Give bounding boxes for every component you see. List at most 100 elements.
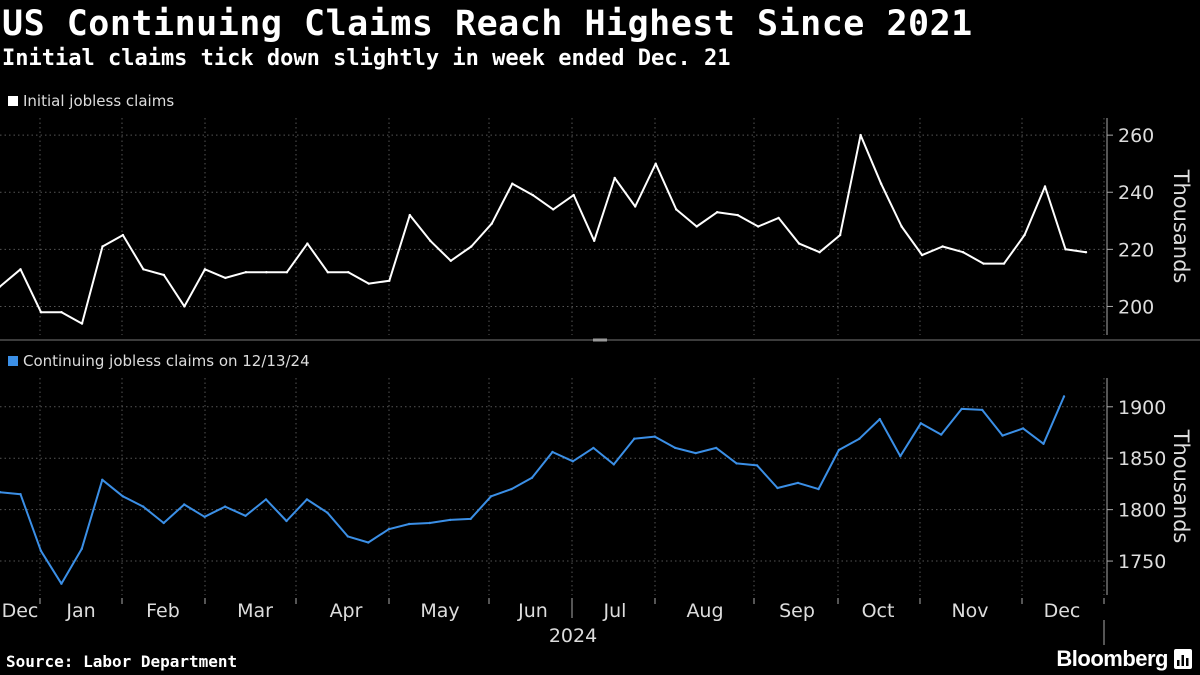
data-point xyxy=(285,519,288,523)
panel-divider-handle xyxy=(593,338,607,342)
y-tick-label: 1800 xyxy=(1118,500,1166,522)
data-point xyxy=(776,486,779,490)
x-tick-label: Apr xyxy=(330,600,363,622)
data-point xyxy=(777,216,780,220)
x-tick-label: Jun xyxy=(517,600,548,622)
data-point xyxy=(838,233,842,237)
data-point xyxy=(796,481,800,485)
y-tick-label: 240 xyxy=(1118,182,1154,204)
data-point xyxy=(224,276,227,280)
data-point xyxy=(1064,248,1067,251)
data-point xyxy=(285,271,289,274)
data-point xyxy=(306,242,309,245)
data-point xyxy=(223,505,227,508)
data-point xyxy=(613,176,616,180)
data-point xyxy=(490,222,493,225)
data-point xyxy=(817,487,820,491)
y-tick-label: 1850 xyxy=(1118,448,1166,470)
legend-initial: Initial jobless claims xyxy=(8,92,174,110)
data-point xyxy=(755,464,759,467)
x-tick-label: Dec xyxy=(2,600,39,622)
data-point xyxy=(0,491,2,494)
data-point xyxy=(530,476,534,479)
data-point xyxy=(797,242,801,245)
data-point xyxy=(900,225,903,228)
data-point xyxy=(961,251,965,254)
data-point xyxy=(101,245,104,248)
data-point xyxy=(203,268,207,271)
legend-continuing-swatch xyxy=(8,356,18,366)
data-point xyxy=(367,282,370,285)
data-point xyxy=(429,239,432,242)
data-point xyxy=(716,211,719,214)
x-tick-label: Sep xyxy=(779,600,815,622)
data-point xyxy=(60,311,63,314)
data-point xyxy=(1021,427,1025,430)
y-axis-label: Thousands xyxy=(1169,429,1193,544)
x-tick-label: Feb xyxy=(146,600,180,622)
data-point xyxy=(347,271,350,274)
data-point xyxy=(1062,395,1066,398)
x-tick-label: Dec xyxy=(1044,600,1081,622)
legend-initial-label: Initial jobless claims xyxy=(23,92,175,110)
data-point xyxy=(511,182,514,185)
data-point xyxy=(470,245,473,248)
data-point xyxy=(244,271,248,274)
data-point xyxy=(19,268,22,271)
data-point xyxy=(265,271,268,274)
data-point xyxy=(695,225,698,228)
data-point xyxy=(326,271,329,274)
data-point xyxy=(183,305,186,308)
data-point xyxy=(981,408,984,412)
data-point xyxy=(408,213,411,217)
y-tick-label: 260 xyxy=(1118,125,1154,147)
x-tick-label: Jul xyxy=(603,600,627,622)
data-point xyxy=(39,311,43,314)
data-point xyxy=(80,547,84,550)
data-point xyxy=(80,322,84,325)
data-point xyxy=(121,495,125,498)
data-point xyxy=(101,478,104,481)
data-point xyxy=(715,446,718,450)
data-point xyxy=(1084,251,1088,254)
data-point xyxy=(1023,233,1026,237)
data-point xyxy=(428,521,431,525)
data-point xyxy=(326,511,329,514)
data-point xyxy=(572,193,575,197)
data-point xyxy=(388,279,391,282)
data-point xyxy=(878,417,881,421)
data-point xyxy=(162,273,166,277)
data-point xyxy=(1001,434,1004,437)
data-point xyxy=(879,182,883,185)
data-point xyxy=(39,549,43,552)
data-point xyxy=(674,446,677,450)
data-point xyxy=(735,462,738,465)
data-point xyxy=(571,460,575,463)
data-point xyxy=(367,541,370,544)
data-point xyxy=(593,239,596,242)
data-point xyxy=(449,259,452,262)
data-point xyxy=(858,437,861,440)
data-point xyxy=(694,451,697,455)
data-point xyxy=(982,262,985,265)
data-point xyxy=(346,535,349,538)
x-tick-label: Nov xyxy=(951,600,988,622)
data-point xyxy=(510,487,513,491)
data-point xyxy=(469,517,472,521)
y-tick-label: 220 xyxy=(1118,239,1154,261)
data-point xyxy=(633,437,636,440)
bloomberg-chart-icon xyxy=(1174,649,1192,669)
continuing-claims-line xyxy=(0,396,1065,585)
x-tick-label: Aug xyxy=(686,600,723,622)
initial-claims-line xyxy=(0,134,1087,325)
x-tick-label: Oct xyxy=(862,600,895,622)
data-point xyxy=(387,528,390,531)
data-point xyxy=(408,522,411,526)
data-point xyxy=(305,498,309,501)
data-point xyxy=(818,251,821,254)
data-point xyxy=(60,582,63,585)
data-point xyxy=(0,285,2,288)
x-tick-label: May xyxy=(420,600,459,622)
legend-continuing-label: Continuing jobless claims on 12/13/24 xyxy=(23,352,310,370)
